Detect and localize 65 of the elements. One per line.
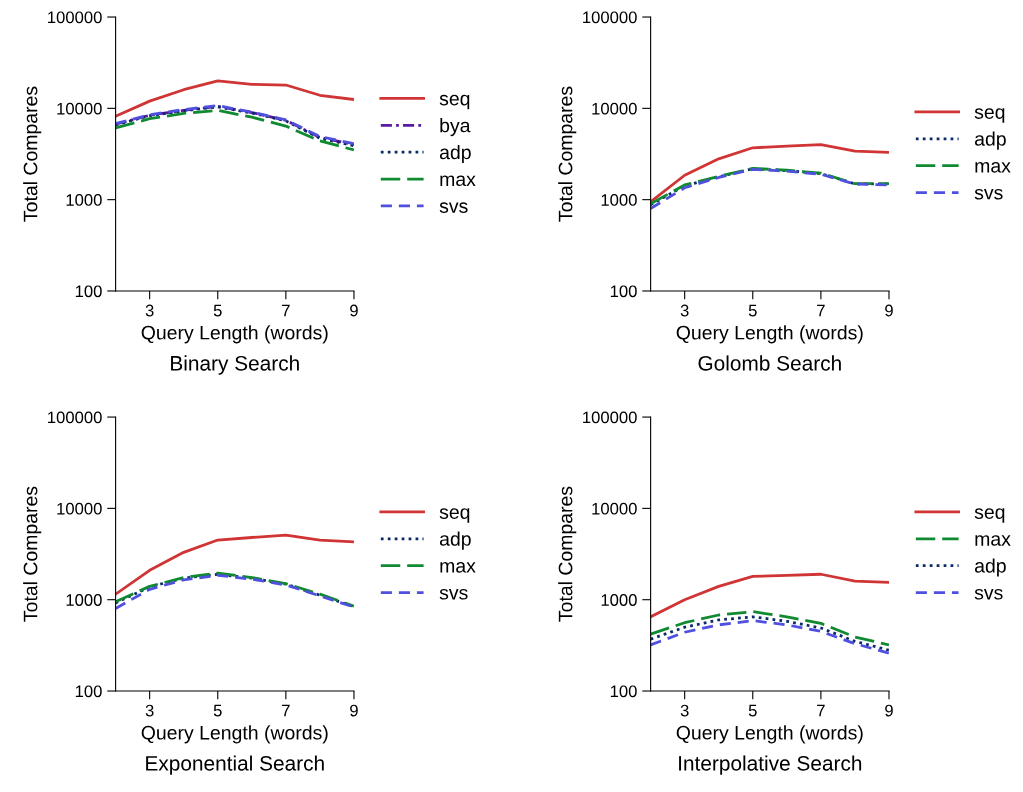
y-tick-label: 10000 — [57, 102, 102, 115]
y-tick-label: 100000 — [48, 11, 102, 24]
x-tick-label: 9 — [885, 304, 893, 317]
legend-label: svs — [439, 588, 468, 600]
x-tick-label: 3 — [680, 304, 689, 317]
legend-label: seq — [439, 508, 470, 523]
legend-label: seq — [974, 508, 1005, 523]
legend-label: adp — [439, 144, 471, 164]
x-tick-label: 9 — [885, 704, 893, 717]
y-tick-label: 1000 — [601, 194, 637, 206]
x-tick-label: 5 — [748, 704, 757, 717]
y-tick-label: 100000 — [583, 411, 637, 424]
legend-label: seq — [439, 94, 470, 110]
x-axis-title: Query Length (words) — [676, 325, 863, 344]
y-tick-label: 10000 — [592, 502, 637, 515]
y-tick-label: 1000 — [66, 594, 102, 606]
line-series — [650, 143, 889, 204]
y-tick-label: 100000 — [583, 11, 637, 24]
y-tick-label: 100 — [610, 685, 637, 698]
text: Binary Search — [171, 355, 299, 375]
x-tick-label: 5 — [748, 304, 757, 317]
legend-label: svs — [974, 188, 1003, 200]
text: Golomb Search — [698, 355, 841, 371]
legend-label: adp — [974, 558, 1006, 577]
legend-label: max — [440, 562, 476, 573]
y-tick-label: 100000 — [48, 411, 102, 424]
x-tick-label: 7 — [282, 304, 290, 317]
x-tick-label: 9 — [350, 304, 358, 317]
x-tick-label: 5 — [213, 304, 222, 317]
x-tick-label: 3 — [145, 704, 154, 717]
legend-label: seq — [974, 108, 1005, 123]
line-series — [115, 533, 354, 596]
line-series — [650, 572, 889, 619]
legend-label: max — [975, 535, 1011, 546]
y-tick-label: 10000 — [57, 502, 102, 515]
y-axis-title: Total Compares — [23, 486, 42, 622]
y-tick-label: 100 — [75, 685, 102, 698]
x-tick-label: 5 — [213, 704, 222, 717]
legend-label: max — [975, 162, 1011, 173]
legend-label: max — [440, 175, 476, 187]
line-series — [115, 79, 354, 118]
legend-label: bya — [440, 118, 471, 137]
text: Interpolative Search — [679, 755, 862, 775]
x-tick-label: 7 — [817, 304, 825, 317]
y-tick-label: 100 — [75, 285, 102, 298]
text: Exponential Search — [146, 755, 324, 775]
y-axis-title: Total Compares — [558, 86, 577, 222]
y-axis-title: Total Compares — [558, 486, 577, 622]
x-axis-title: Query Length (words) — [141, 325, 328, 344]
x-tick-label: 3 — [680, 704, 689, 717]
y-tick-label: 1000 — [601, 594, 637, 606]
x-tick-label: 7 — [817, 704, 825, 717]
x-tick-label: 3 — [145, 304, 154, 317]
x-axis-title: Query Length (words) — [676, 725, 863, 744]
legend-label: svs — [974, 588, 1003, 600]
x-axis-title: Query Length (words) — [141, 725, 328, 744]
y-tick-label: 1000 — [66, 194, 102, 206]
y-tick-label: 100 — [610, 285, 637, 298]
legend-label: adp — [974, 131, 1006, 150]
y-axis-title: Total Compares — [23, 86, 42, 222]
y-tick-label: 10000 — [592, 102, 637, 115]
x-tick-label: 9 — [350, 704, 358, 717]
x-tick-label: 7 — [282, 704, 290, 717]
legend-label: adp — [439, 531, 471, 550]
legend-label: svs — [439, 202, 468, 213]
